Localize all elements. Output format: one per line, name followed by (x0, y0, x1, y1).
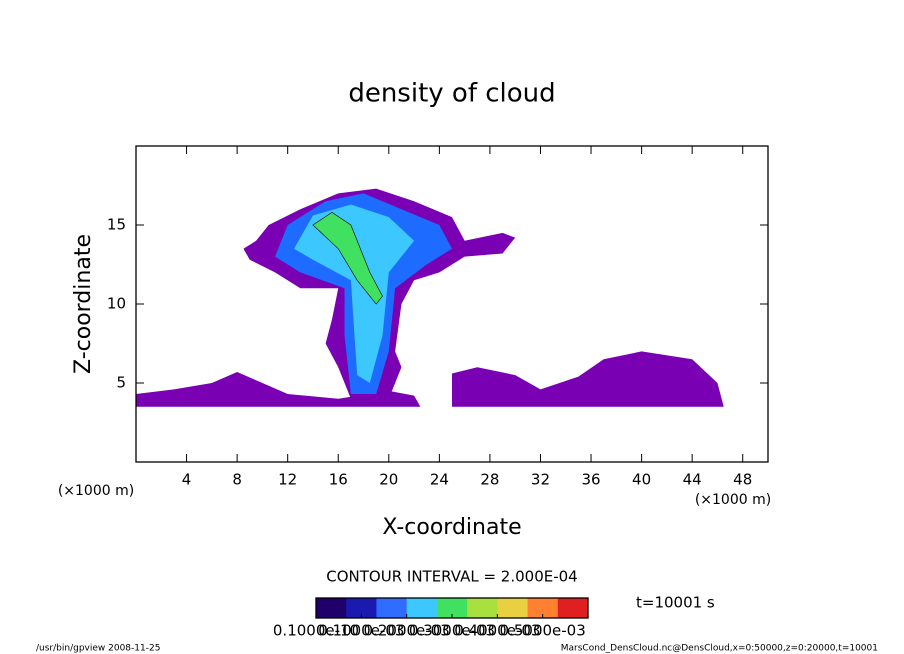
y-unit: (×1000 m) (58, 483, 134, 499)
x-tick-label: 40 (632, 471, 651, 489)
colorbar-bin (527, 598, 559, 618)
colorbar-tick-label: 0.1000e-03 (318, 622, 404, 640)
contour-region (136, 371, 421, 407)
contour-region (452, 351, 724, 407)
footer-left: /usr/bin/gpview 2008-11-25 (36, 644, 160, 654)
chart-title: density of cloud (348, 79, 555, 109)
x-tick-label: 20 (379, 471, 398, 489)
x-tick-label: 28 (480, 471, 499, 489)
colorbar-tick-label: 0.2000e-03 (364, 622, 450, 640)
y-tick-label: 5 (116, 374, 126, 392)
colorbar-bin (497, 598, 529, 618)
colorbar-bin (346, 598, 377, 618)
x-unit: (×1000 m) (695, 492, 771, 508)
y-tick-label: 10 (107, 295, 126, 313)
contour-region (312, 211, 383, 305)
colorbar-bin (467, 598, 498, 618)
x-tick-label: 24 (430, 471, 449, 489)
colorbar-tick-label: 0.3000e-03 (409, 622, 495, 640)
x-tick-label: 32 (531, 471, 550, 489)
colorbar-bin (436, 598, 468, 618)
colorbar-tick-label: 0.5000e-03 (500, 622, 586, 640)
x-tick-label: 36 (581, 471, 600, 489)
contour-region (294, 204, 415, 383)
x-tick-label: 12 (278, 471, 297, 489)
x-tick-label: 48 (733, 471, 752, 489)
y-axis-label: Z-coordinate (71, 234, 96, 374)
colorbar-bin (557, 598, 589, 618)
time-label: t=10001 s (636, 594, 715, 612)
x-tick-label: 8 (232, 471, 242, 489)
x-tick-label: 44 (683, 471, 702, 489)
plot-frame (135, 145, 769, 463)
contour-interval: CONTOUR INTERVAL = 2.000E-04 (326, 568, 577, 586)
colorbar-bin (376, 598, 408, 618)
colorbar-bin (316, 598, 347, 618)
x-tick-label: 4 (182, 471, 192, 489)
footer-right: MarsCond_DensCloud.nc@DensCloud,x=0:5000… (561, 644, 878, 654)
colorbar-tick-label: 0.4000e-03 (454, 622, 540, 640)
colorbar-bin (406, 598, 438, 618)
x-tick-label: 16 (329, 471, 348, 489)
x-axis-label: X-coordinate (382, 515, 521, 540)
y-tick-label: 15 (107, 216, 126, 234)
colorbar-tick-label: 0.1000e-10 (273, 622, 359, 640)
